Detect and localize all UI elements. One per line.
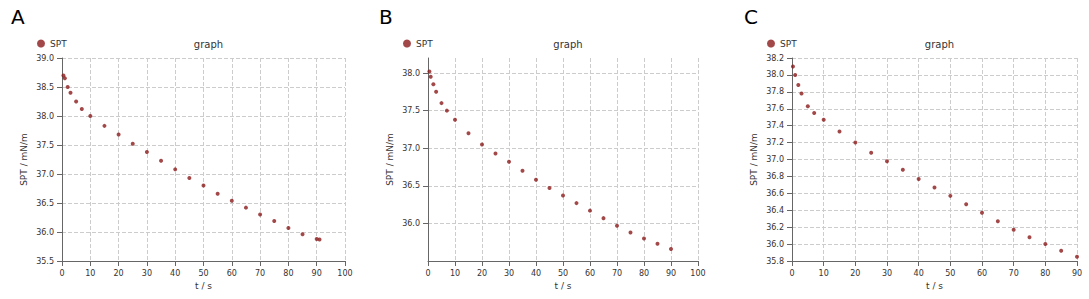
svg-text:38.0: 38.0 bbox=[766, 70, 784, 79]
svg-text:70: 70 bbox=[255, 269, 265, 278]
svg-text:37.6: 37.6 bbox=[766, 104, 784, 113]
svg-text:30: 30 bbox=[504, 269, 514, 278]
svg-text:graph: graph bbox=[925, 39, 954, 50]
svg-text:35.8: 35.8 bbox=[766, 257, 784, 266]
svg-text:37.0: 37.0 bbox=[766, 155, 784, 164]
svg-text:39.0: 39.0 bbox=[36, 54, 54, 63]
svg-text:90: 90 bbox=[666, 269, 676, 278]
svg-text:37.0: 37.0 bbox=[402, 144, 420, 153]
svg-text:SPT: SPT bbox=[780, 39, 797, 49]
svg-text:0: 0 bbox=[425, 269, 430, 278]
svg-text:38.5: 38.5 bbox=[36, 83, 54, 92]
svg-text:36.4: 36.4 bbox=[766, 206, 784, 215]
svg-text:36.8: 36.8 bbox=[766, 172, 784, 181]
svg-text:10: 10 bbox=[819, 269, 829, 278]
svg-text:SPT / mN/m: SPT / mN/m bbox=[749, 133, 759, 186]
svg-text:20: 20 bbox=[850, 269, 860, 278]
svg-text:0: 0 bbox=[59, 269, 64, 278]
svg-text:36.0: 36.0 bbox=[402, 219, 420, 228]
svg-text:100: 100 bbox=[337, 269, 352, 278]
svg-text:20: 20 bbox=[477, 269, 487, 278]
svg-text:36.0: 36.0 bbox=[766, 240, 784, 249]
svg-text:SPT: SPT bbox=[416, 39, 433, 49]
svg-text:t / s: t / s bbox=[926, 281, 943, 291]
svg-text:38.0: 38.0 bbox=[402, 69, 420, 78]
svg-text:70: 70 bbox=[1009, 269, 1019, 278]
svg-text:60: 60 bbox=[585, 269, 595, 278]
svg-text:40: 40 bbox=[914, 269, 924, 278]
svg-text:36.6: 36.6 bbox=[766, 189, 784, 198]
svg-text:90: 90 bbox=[312, 269, 322, 278]
svg-text:A: A bbox=[11, 5, 25, 29]
svg-text:70: 70 bbox=[612, 269, 622, 278]
svg-text:B: B bbox=[379, 5, 393, 29]
svg-text:36.0: 36.0 bbox=[36, 228, 54, 237]
svg-text:50: 50 bbox=[558, 269, 568, 278]
svg-text:36.2: 36.2 bbox=[766, 223, 784, 232]
svg-text:graph: graph bbox=[194, 39, 223, 50]
svg-text:37.5: 37.5 bbox=[36, 141, 54, 150]
svg-text:60: 60 bbox=[227, 269, 237, 278]
svg-text:80: 80 bbox=[639, 269, 649, 278]
svg-text:40: 40 bbox=[531, 269, 541, 278]
svg-text:36.5: 36.5 bbox=[402, 181, 420, 190]
svg-text:C: C bbox=[744, 5, 758, 29]
svg-text:50: 50 bbox=[945, 269, 955, 278]
svg-text:10: 10 bbox=[85, 269, 95, 278]
svg-text:50: 50 bbox=[198, 269, 208, 278]
svg-text:SPT / mN/m: SPT / mN/m bbox=[19, 133, 29, 186]
svg-text:37.8: 37.8 bbox=[766, 87, 784, 96]
svg-text:10: 10 bbox=[450, 269, 460, 278]
svg-text:36.5: 36.5 bbox=[36, 199, 54, 208]
svg-text:100: 100 bbox=[690, 269, 705, 278]
svg-text:20: 20 bbox=[114, 269, 124, 278]
svg-text:graph: graph bbox=[553, 39, 582, 50]
svg-text:38.2: 38.2 bbox=[766, 54, 784, 63]
svg-text:30: 30 bbox=[142, 269, 152, 278]
svg-text:37.2: 37.2 bbox=[766, 138, 784, 147]
svg-text:38.0: 38.0 bbox=[36, 112, 54, 121]
svg-text:90: 90 bbox=[1072, 269, 1082, 278]
svg-text:t / s: t / s bbox=[555, 281, 572, 291]
svg-text:SPT / mN/m: SPT / mN/m bbox=[385, 133, 395, 186]
svg-text:60: 60 bbox=[977, 269, 987, 278]
svg-text:30: 30 bbox=[882, 269, 892, 278]
svg-text:37.0: 37.0 bbox=[36, 170, 54, 179]
svg-text:40: 40 bbox=[170, 269, 180, 278]
svg-text:0: 0 bbox=[789, 269, 794, 278]
svg-text:80: 80 bbox=[1040, 269, 1050, 278]
svg-text:t / s: t / s bbox=[195, 281, 212, 291]
svg-text:80: 80 bbox=[283, 269, 293, 278]
svg-text:37.5: 37.5 bbox=[402, 106, 420, 115]
svg-text:35.5: 35.5 bbox=[36, 257, 54, 266]
svg-text:37.4: 37.4 bbox=[766, 121, 784, 130]
svg-text:SPT: SPT bbox=[50, 39, 67, 49]
